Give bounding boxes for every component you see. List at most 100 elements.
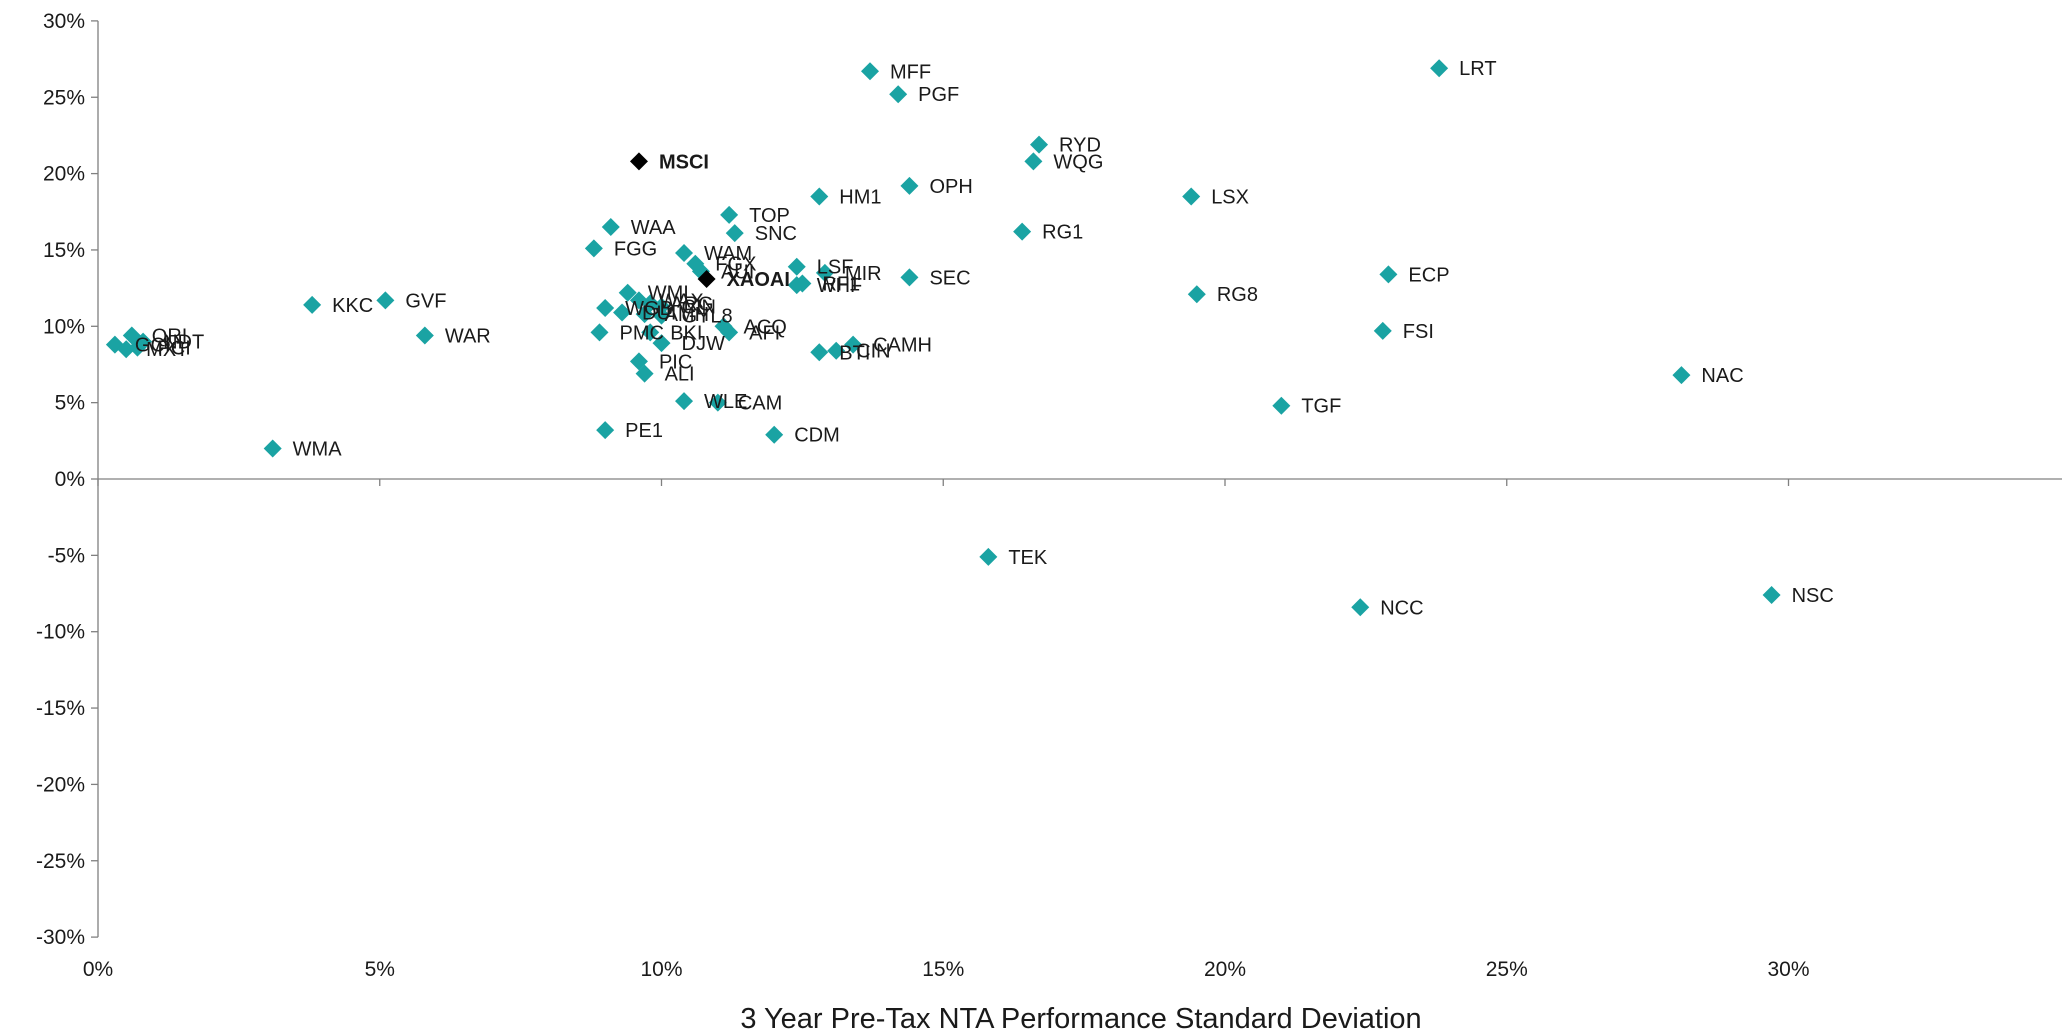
data-point-rg1 [1013,222,1032,241]
point-label-pgf: PGF [918,84,959,106]
data-point-ali [635,364,654,383]
point-label-lrt: LRT [1459,58,1496,80]
point-label-fgx: FGX [715,254,756,276]
x-tick-label: 30% [1767,958,1809,981]
data-point-dui [613,303,632,322]
x-axis-title: 3 Year Pre-Tax NTA Performance Standard … [740,1003,1421,1032]
x-axis: 0% 5% 10% 15% 20% 25% 30% [83,478,2062,981]
point-label-pic: PIC [659,351,692,373]
y-tick-label: -30% [36,926,85,949]
y-axis: 30% 25% 20% 15% 10% 5% 0% -5% -10% -15% -20% -25% -3… [36,10,99,949]
point-label-arg: ARG [670,293,713,315]
data-point-ryd [1030,135,1049,154]
point-label-nac: NAC [1701,365,1743,387]
point-label-msci: MSCI [659,151,709,173]
data-point-pmc [590,323,609,342]
data-point-lsf [787,257,806,276]
point-label-pci: PCI [157,338,190,360]
point-label-lsf: LSF [817,257,854,279]
data-point-wqg [1024,152,1043,171]
point-label-ryd: RYD [1059,135,1101,157]
data-point-cin [827,341,846,360]
point-label-amh: AMH [665,304,709,326]
data-point-wgb [596,298,615,317]
y-tick-label: 25% [43,86,85,109]
point-label-gvf: GVF [405,290,446,312]
point-label-cdm: CDM [794,425,840,447]
data-point-djw [652,334,671,353]
point-label-bti: BTI [839,342,870,364]
y-tick-label: 15% [43,239,85,262]
x-tick-label: 0% [83,958,113,981]
data-point-lsx [1182,187,1201,206]
data-point-gvf [376,291,395,310]
point-label-gyl8: GYL8 [682,306,733,328]
x-tick-label: 15% [922,958,964,981]
point-label-wmi: WMI [648,283,689,305]
point-label-wle: WLE [704,391,747,413]
data-point-mff [860,62,879,81]
y-tick-label: -10% [36,621,85,644]
point-label-pmc: PMC [620,322,664,344]
point-label-snc: SNC [755,223,797,245]
point-label-afi: AFI [749,322,780,344]
data-point-wmi [618,283,637,302]
data-point-nac [1672,366,1691,385]
point-label-ecp: ECP [1408,264,1449,286]
point-label-cin: CIN [682,296,716,318]
data-point-ecp [1379,265,1398,284]
data-point-waa [601,218,620,237]
data-point-cam [708,393,727,412]
point-label-bki: BKI [670,322,702,344]
point-label-ncc: NCC [1380,597,1423,619]
data-point-tek [979,547,998,566]
y-tick-label: -5% [48,544,85,567]
data-point-whf [787,276,806,295]
point-label-wgb: WGB [625,298,673,320]
y-tick-label: 10% [43,315,85,338]
point-label-sec: SEC [929,267,970,289]
data-point-wle [675,392,694,411]
data-points [105,59,1781,617]
data-point-bti [810,343,829,362]
point-label-ndt: NDT [163,332,204,354]
y-tick-label: 0% [55,468,85,491]
point-label-tek: TEK [1008,547,1048,569]
data-point-mir [815,263,834,282]
point-label-rf1: RF1 [822,274,860,296]
y-tick-label: -20% [36,773,85,796]
y-tick-label: 5% [55,392,85,415]
point-label-lsx: LSX [1211,187,1249,209]
data-point-afi [720,323,739,342]
data-point-fsi [1373,321,1392,340]
point-label-aui: AUI [721,261,754,283]
point-label-mxt: MXT [146,339,188,361]
point-label-acq: ACQ [743,316,786,338]
data-point-camh [844,335,863,354]
data-point-top [720,205,739,224]
data-point-sec [900,268,919,287]
data-point-mxt [117,340,136,359]
point-label-fgg: FGG [614,238,657,260]
point-label-xaoai: XAOAI [727,269,790,291]
data-point-pci [128,338,147,357]
x-tick-label: 20% [1204,958,1246,981]
point-label-camh: CAMH [873,335,932,357]
point-label-pe1: PE1 [625,420,663,442]
y-tick-label: 20% [43,163,85,186]
x-tick-label: 10% [640,958,682,981]
point-label-oph: OPH [929,176,972,198]
data-point-wam [675,244,694,263]
x-tick-label: 25% [1486,958,1528,981]
point-label-mir: MIR [845,263,882,285]
point-label-cin: CIN [856,341,890,363]
y-tick-label: 30% [43,10,85,33]
point-label-fsi: FSI [1403,321,1434,343]
x-tick-label: 5% [365,958,395,981]
data-point-pe1 [596,421,615,440]
point-label-nsc: NSC [1792,585,1834,607]
data-point-snc [725,224,744,243]
point-label-wma: WMA [293,438,343,460]
